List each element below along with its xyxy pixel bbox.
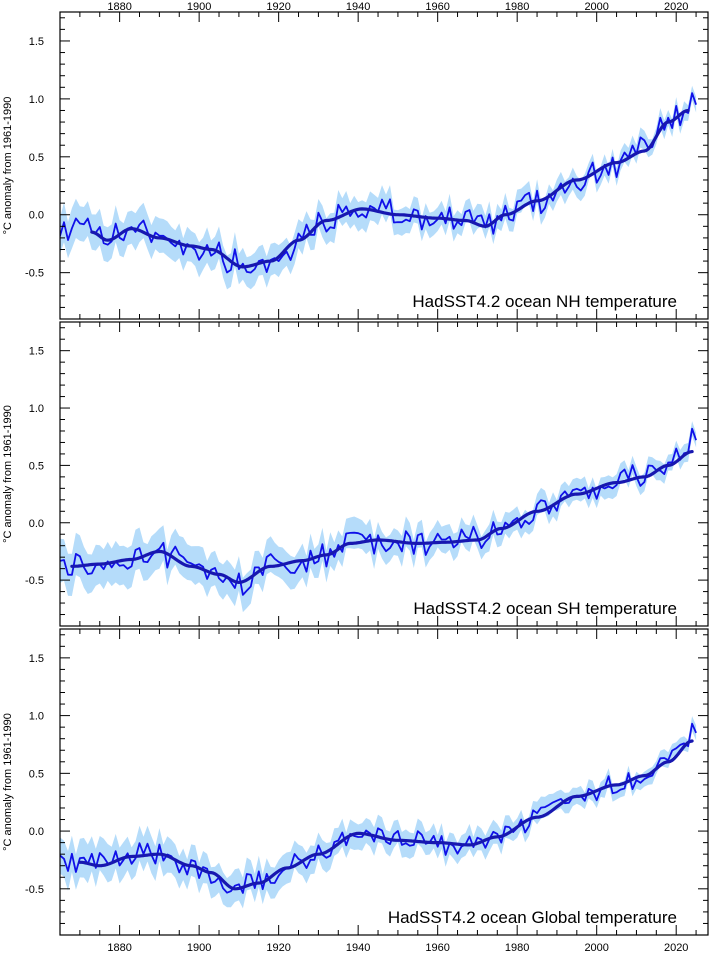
plot-frame <box>59 11 709 320</box>
y-axis-label: °C anomaly from 1961-1990 <box>2 97 14 235</box>
y-tick-label: 0.5 <box>29 152 44 164</box>
x-tick-label-bottom: 1980 <box>505 942 529 954</box>
y-tick-label: 1.5 <box>29 653 44 665</box>
plot-frame <box>59 321 709 627</box>
x-tick-label-top: 1960 <box>425 1 449 13</box>
x-tick-label-bottom: 1900 <box>187 942 211 954</box>
smoothed-series-line <box>90 108 690 269</box>
x-tick-label-bottom: 2000 <box>584 942 608 954</box>
y-tick-label: 0.0 <box>29 826 44 838</box>
x-tick-label-bottom: 1880 <box>107 942 131 954</box>
chart-panel-1: -0.5 0.0 0.5 1.0 1.5 1880 1900 1920 1940 1960 1980… <box>2 1 709 320</box>
y-tick-label: 1.5 <box>29 36 44 48</box>
y-tick-label: -0.5 <box>25 884 44 896</box>
plot-area-2 <box>60 421 697 613</box>
plot-area-1 <box>60 85 697 290</box>
x-tick-label-top: 1920 <box>266 1 290 13</box>
x-tick-label-top: 1980 <box>505 1 529 13</box>
y-tick-label: 1.0 <box>29 403 44 415</box>
y-axis-label: °C anomaly from 1961-1990 <box>2 405 14 543</box>
y-tick-label: 0.0 <box>29 518 44 530</box>
chart-panel-2: -0.5 0.0 0.5 1.0 1.5 °C anomaly from 1961-199… <box>2 321 709 627</box>
smoothed-series-line <box>70 450 694 584</box>
chart-panel-3: -0.5 0.0 0.5 1.0 1.5 1880 1900 1920 1940 1960 1980… <box>2 628 709 954</box>
y-tick-label: 0.5 <box>29 768 44 780</box>
x-tick-label-top: 1880 <box>107 1 131 13</box>
y-tick-label: 1.5 <box>29 346 44 358</box>
y-tick-label: -0.5 <box>25 575 44 587</box>
panel-title: HadSST4.2 ocean NH temperature <box>412 292 677 311</box>
x-tick-label-top: 1900 <box>187 1 211 13</box>
plot-frame <box>59 628 709 936</box>
y-tick-label: 0.0 <box>29 210 44 222</box>
x-tick-label-bottom: 2020 <box>664 942 688 954</box>
x-tick-label-top: 1940 <box>346 1 370 13</box>
y-tick-label: 1.0 <box>29 94 44 106</box>
y-tick-label: 1.0 <box>29 711 44 723</box>
plot-area-3 <box>60 716 697 909</box>
panel-title: HadSST4.2 ocean Global temperature <box>388 908 677 927</box>
x-tick-label-bottom: 1940 <box>346 942 370 954</box>
y-tick-label: 0.5 <box>29 460 44 472</box>
x-tick-label-bottom: 1920 <box>266 942 290 954</box>
panel-title: HadSST4.2 ocean SH temperature <box>413 599 677 618</box>
x-tick-label-bottom: 1960 <box>425 942 449 954</box>
y-tick-label: -0.5 <box>25 268 44 280</box>
x-tick-label-top: 2000 <box>584 1 608 13</box>
y-axis-label: °C anomaly from 1961-1990 <box>2 713 14 851</box>
uncertainty-band <box>60 716 697 909</box>
smoothed-series-line <box>78 739 694 891</box>
uncertainty-band <box>60 85 697 290</box>
uncertainty-band <box>60 421 697 613</box>
x-tick-label-top: 2020 <box>664 1 688 13</box>
